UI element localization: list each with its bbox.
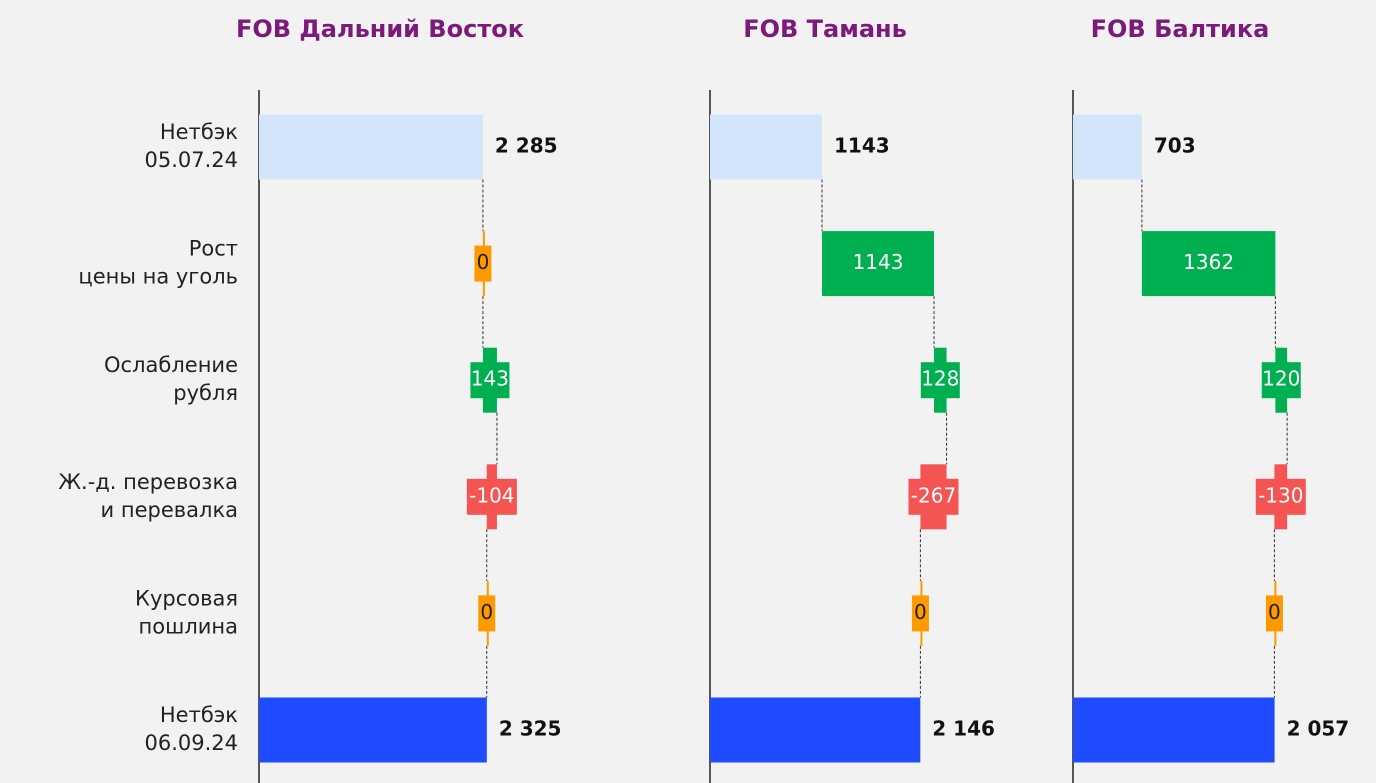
label-box bbox=[474, 245, 492, 282]
value-label: 128 bbox=[921, 367, 959, 391]
category-label: Нетбэк 05.07.24 bbox=[144, 120, 238, 172]
value-label: 2 285 bbox=[495, 134, 558, 158]
label-box bbox=[1255, 478, 1306, 515]
label-box bbox=[908, 478, 959, 515]
value-label: 0 bbox=[480, 600, 493, 624]
bar bbox=[710, 697, 921, 763]
bar bbox=[259, 114, 483, 180]
label-box bbox=[470, 362, 510, 399]
value-label: -130 bbox=[1258, 483, 1303, 507]
value-label: 1362 bbox=[1183, 250, 1234, 274]
value-label: 703 bbox=[1154, 134, 1196, 158]
value-label: 0 bbox=[477, 250, 490, 274]
value-label: 2 057 bbox=[1287, 717, 1350, 741]
value-label: 2 325 bbox=[499, 717, 562, 741]
category-label: Ж.-д. перевозка и перевалка bbox=[58, 470, 238, 522]
chart-title: FOB Дальний Восток bbox=[236, 15, 524, 43]
label-box bbox=[920, 362, 960, 399]
category-label: Курсовая пошлина bbox=[135, 586, 238, 638]
label-box bbox=[911, 595, 929, 632]
chart-title: FOB Балтика bbox=[1091, 15, 1270, 43]
bar bbox=[259, 697, 487, 763]
value-label: 0 bbox=[1268, 600, 1281, 624]
value-label: 0 bbox=[914, 600, 927, 624]
chart-title: FOB Тамань bbox=[743, 15, 907, 43]
value-label: 143 bbox=[471, 367, 509, 391]
bar bbox=[1073, 697, 1275, 763]
bar bbox=[1073, 114, 1142, 180]
label-box bbox=[478, 595, 496, 632]
label-box bbox=[466, 478, 517, 515]
bar bbox=[822, 231, 935, 297]
label-box bbox=[1261, 362, 1301, 399]
category-label: Рост цены на уголь bbox=[78, 237, 238, 289]
value-label: 1143 bbox=[834, 134, 890, 158]
value-label: 1143 bbox=[853, 250, 904, 274]
label-box bbox=[1265, 595, 1283, 632]
value-label: 2 146 bbox=[932, 717, 995, 741]
value-label: -267 bbox=[911, 483, 956, 507]
category-label: Нетбэк 06.09.24 bbox=[144, 703, 238, 755]
bar bbox=[1141, 231, 1276, 297]
value-label: -104 bbox=[469, 483, 514, 507]
value-label: 120 bbox=[1262, 367, 1300, 391]
bar bbox=[710, 114, 823, 180]
category-label: Ослабление рубля bbox=[104, 353, 238, 405]
